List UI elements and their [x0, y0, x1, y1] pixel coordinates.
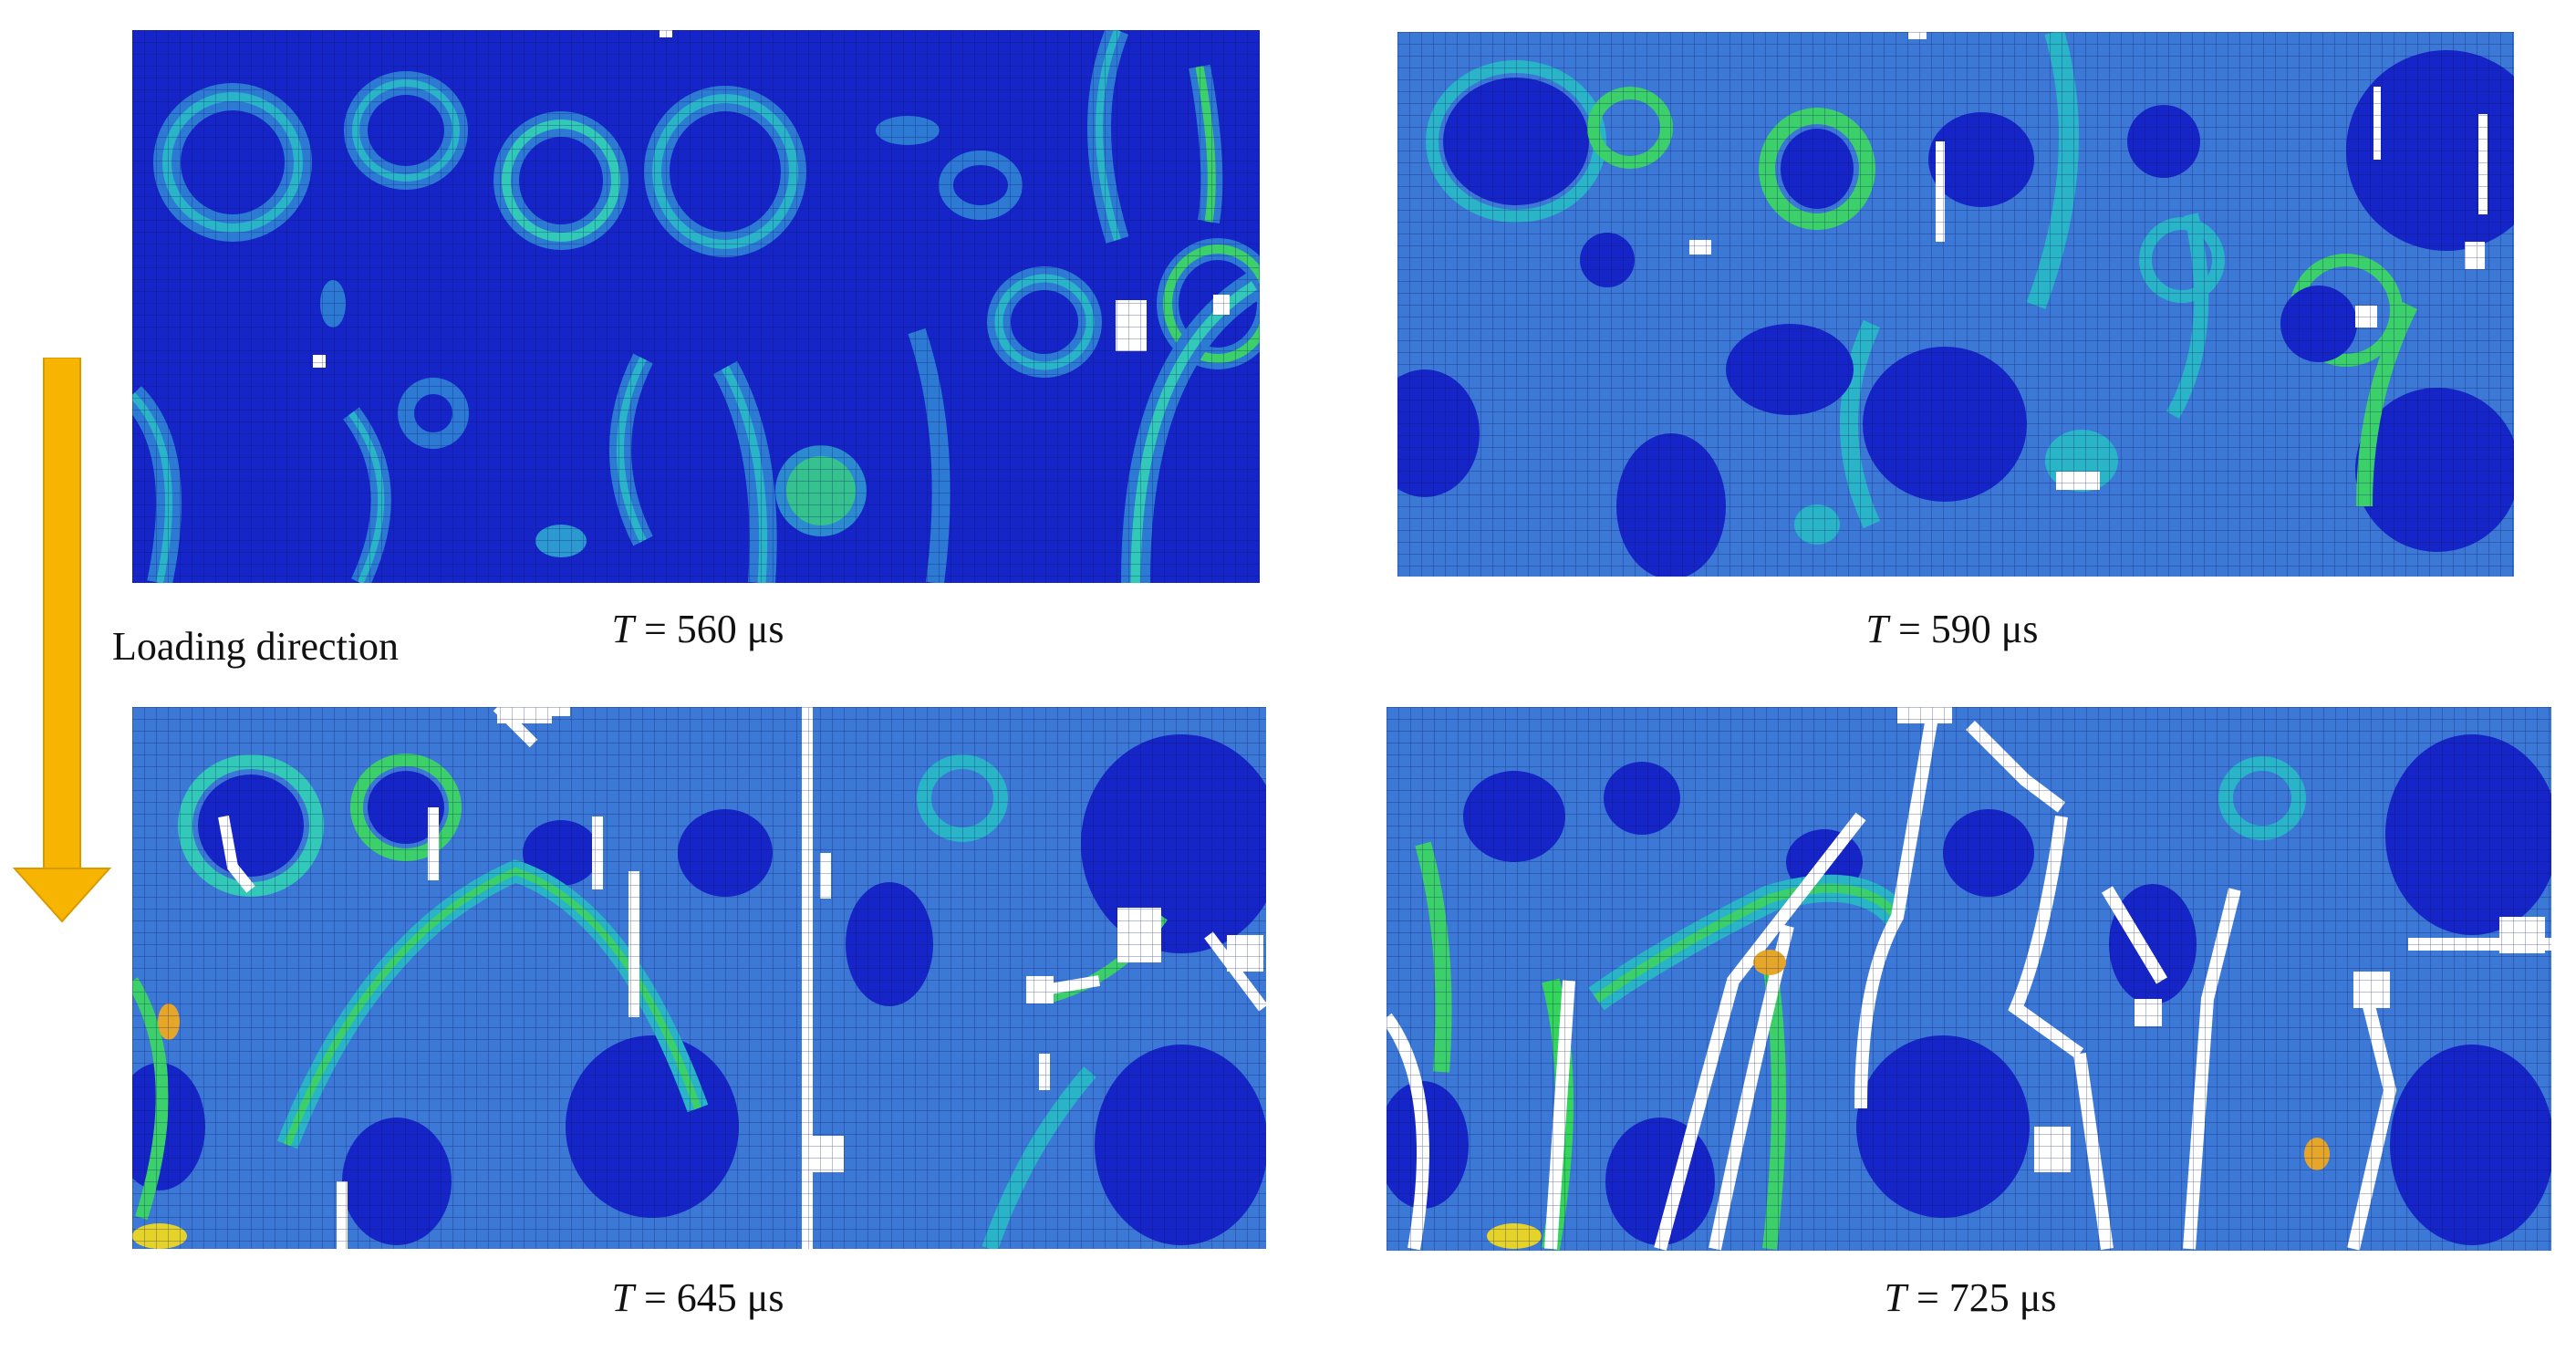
loading-direction-label: Loading direction	[112, 624, 400, 669]
stress-contour-plot-645	[132, 707, 1266, 1249]
stress-contour-plot-725	[1387, 707, 2551, 1251]
time-symbol: T	[611, 1275, 634, 1320]
contour-panel-645	[132, 707, 1266, 1249]
contour-panel-725	[1387, 707, 2551, 1251]
time-value: = 590 μs	[1887, 607, 2039, 651]
time-symbol: T	[1884, 1275, 1906, 1320]
time-symbol: T	[1865, 607, 1888, 651]
time-caption-725: T = 725 μs	[1884, 1274, 2056, 1321]
time-value: = 645 μs	[633, 1275, 784, 1320]
time-symbol: T	[611, 607, 634, 651]
down-arrow-icon	[7, 357, 117, 923]
time-caption-645: T = 645 μs	[611, 1274, 784, 1321]
contour-panel-590	[1397, 32, 2514, 577]
stress-contour-plot-590	[1397, 32, 2514, 577]
contour-panel-560	[132, 30, 1260, 583]
time-value: = 560 μs	[633, 607, 784, 651]
time-caption-560: T = 560 μs	[611, 606, 784, 652]
stress-contour-plot-560	[132, 30, 1260, 583]
time-value: = 725 μs	[1906, 1275, 2057, 1320]
time-caption-590: T = 590 μs	[1865, 606, 2038, 652]
